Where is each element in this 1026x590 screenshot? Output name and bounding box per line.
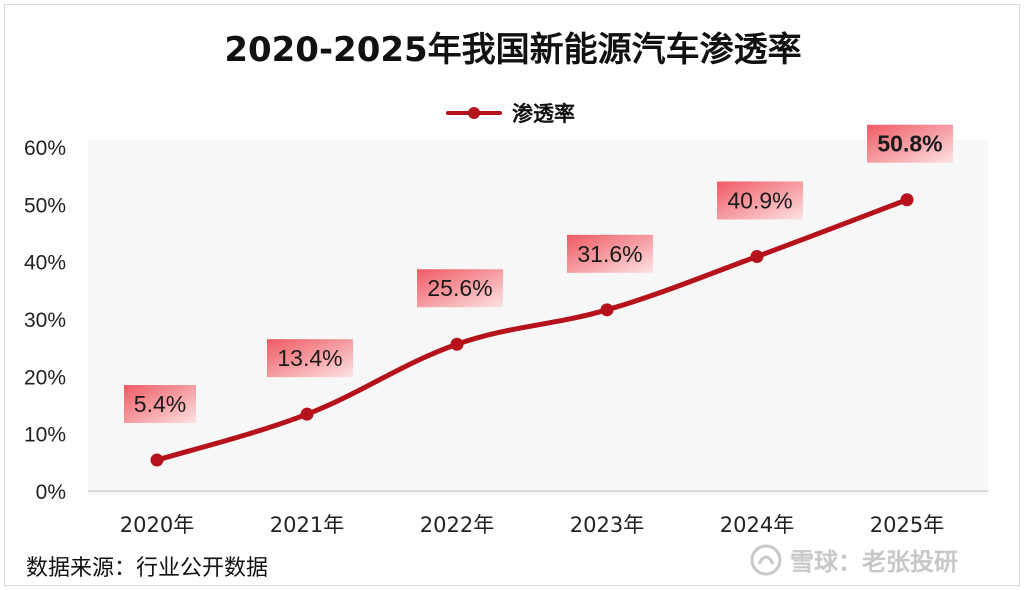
watermark: 雪球：老张投研: [750, 542, 958, 577]
data-label: 25.6%: [427, 275, 492, 301]
data-label: 40.9%: [727, 188, 792, 214]
chart-title: 2020-2025年我国新能源汽车渗透率: [224, 30, 802, 70]
watermark-text: 雪球：老张投研: [790, 548, 958, 576]
data-label-box: [267, 339, 353, 378]
data-point: [900, 193, 914, 207]
snowball-logo-icon: [750, 544, 782, 575]
data-label: 50.8%: [877, 131, 942, 157]
y-tick-label: 20%: [24, 366, 66, 389]
x-tick-label: 2023年: [570, 513, 644, 537]
legend-label: 渗透率: [512, 102, 575, 126]
data-label-box: [717, 181, 803, 220]
data-label-box: [124, 385, 196, 424]
data-label-box: [417, 269, 503, 308]
data-point: [600, 303, 614, 317]
y-tick-label: 30%: [24, 309, 66, 332]
data-label: 31.6%: [577, 241, 642, 267]
data-label: 13.4%: [277, 345, 342, 371]
data-point: [450, 337, 464, 351]
series-line: [154, 197, 910, 463]
legend: 渗透率: [446, 98, 575, 128]
legend-dot-marker: [468, 107, 480, 119]
y-tick-label: 0%: [36, 481, 66, 504]
y-tick-label: 10%: [24, 424, 66, 447]
data-label-box: [867, 124, 953, 163]
data-label-box: [567, 234, 653, 273]
data-point: [150, 453, 164, 467]
x-tick-label: 2022年: [420, 513, 494, 537]
y-tick-label: 60%: [24, 137, 66, 160]
y-tick-label: 40%: [24, 252, 66, 275]
x-tick-label: 2025年: [870, 513, 944, 537]
y-tick-label: 50%: [24, 194, 66, 217]
data-label: 5.4%: [134, 391, 186, 417]
x-tick-label: 2020年: [120, 513, 194, 537]
data-source-note: 数据来源：行业公开数据: [26, 556, 269, 581]
data-point: [300, 407, 314, 421]
x-tick-label: 2024年: [720, 513, 794, 537]
legend-line-marker: [446, 107, 502, 119]
data-point: [750, 250, 764, 264]
x-tick-label: 2021年: [270, 513, 344, 537]
